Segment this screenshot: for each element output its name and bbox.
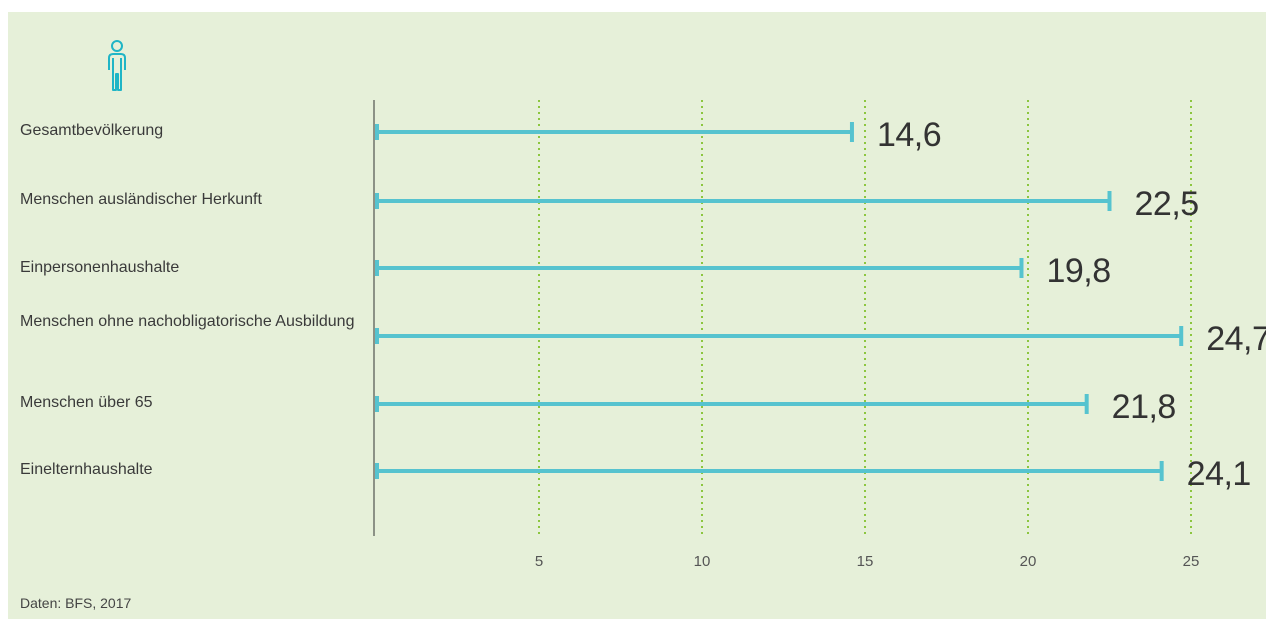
x-tick-label: 15	[856, 553, 874, 570]
x-tick-label: 10	[693, 553, 711, 570]
category-label: Menschen ausländischer Herkunft	[20, 191, 262, 208]
value-label: 19,8	[1046, 252, 1111, 290]
panel-background	[8, 12, 1266, 619]
value-label: 24,7	[1206, 320, 1266, 358]
category-label: Gesamtbevölkerung	[20, 122, 164, 139]
x-tick-label: 25	[1182, 553, 1200, 570]
x-tick-label: 5	[534, 553, 544, 570]
value-label: 14,6	[876, 116, 942, 154]
source-note: Daten: BFS, 2017	[20, 595, 132, 611]
value-label: 24,1	[1186, 455, 1252, 493]
value-label: 21,8	[1111, 388, 1177, 426]
x-tick-label: 20	[1019, 553, 1037, 570]
person-icon	[108, 40, 126, 91]
category-label: Menschen ohne nachobligatorische Ausbild…	[20, 313, 355, 330]
category-label: Menschen über 65	[20, 394, 153, 411]
category-label: Einelternhaushalte	[20, 461, 153, 478]
value-label: 22,5	[1134, 185, 1200, 223]
category-label: Einpersonenhaushalte	[20, 259, 180, 276]
chart-panel	[8, 12, 1266, 619]
